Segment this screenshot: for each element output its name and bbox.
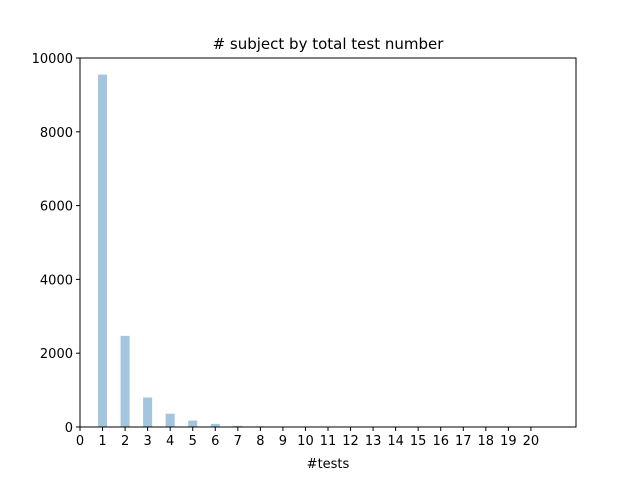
y-tick-label-0: 0 <box>65 421 73 436</box>
bar-3 <box>143 397 153 427</box>
bar-5 <box>188 420 198 427</box>
x-axis: 0 1 2 3 4 5 6 7 8 9 10 11 12 13 14 15 16 17 18 19 20 <box>76 427 539 449</box>
bar-4 <box>165 413 175 427</box>
x-tick-label-1: 1 <box>98 434 106 449</box>
y-tick-label-2000: 2000 <box>40 347 73 362</box>
x-tick-label-7: 7 <box>234 434 242 449</box>
x-tick-label-14: 14 <box>387 434 404 449</box>
x-tick-label-5: 5 <box>189 434 197 449</box>
y-tick-label-10000: 10000 <box>32 52 73 67</box>
x-tick-label-17: 17 <box>455 434 472 449</box>
bar-1 <box>98 74 108 428</box>
x-tick-label-2: 2 <box>121 434 129 449</box>
x-tick-label-16: 16 <box>432 434 449 449</box>
x-tick-label-4: 4 <box>166 434 174 449</box>
bar-6 <box>210 423 220 427</box>
x-tick-label-8: 8 <box>256 434 264 449</box>
x-tick-label-19: 19 <box>500 434 517 449</box>
y-tick-label-4000: 4000 <box>40 273 73 288</box>
x-tick-label-10: 10 <box>297 434 314 449</box>
y-tick-label-6000: 6000 <box>40 200 73 215</box>
bar-7 <box>233 425 243 427</box>
x-tick-label-0: 0 <box>76 434 84 449</box>
x-tick-label-6: 6 <box>211 434 219 449</box>
x-tick-label-18: 18 <box>478 434 495 449</box>
x-tick-label-12: 12 <box>342 434 359 449</box>
x-tick-label-20: 20 <box>523 434 540 449</box>
x-tick-label-3: 3 <box>143 434 151 449</box>
x-axis-label: #tests <box>307 457 350 472</box>
chart-title: # subject by total test number <box>213 35 445 53</box>
x-tick-label-15: 15 <box>410 434 427 449</box>
y-tick-label-8000: 8000 <box>40 126 73 141</box>
x-tick-label-13: 13 <box>365 434 382 449</box>
bar-2 <box>120 335 130 427</box>
y-axis: 0 2000 4000 6000 8000 10000 <box>32 52 80 436</box>
x-tick-label-11: 11 <box>320 434 337 449</box>
x-tick-label-9: 9 <box>279 434 287 449</box>
